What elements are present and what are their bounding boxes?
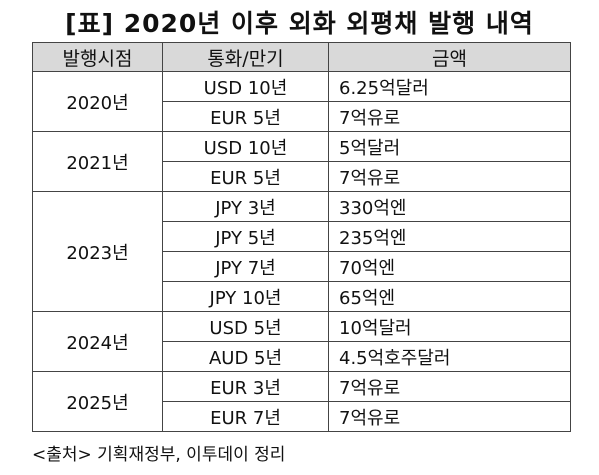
amount-cell: 7억유로 [328, 101, 571, 132]
amount-cell: 235억엔 [328, 221, 571, 252]
amount-cell: 7억유로 [328, 371, 571, 402]
currency-cell: USD 5년 [162, 311, 329, 342]
amount-cell: 10억달러 [328, 311, 571, 342]
table-row: 2024년 USD 5년 10억달러 [32, 311, 571, 372]
currency-cell: JPY 5년 [162, 221, 329, 252]
table-row: 2023년 JPY 3년 330억엔 [32, 191, 571, 312]
amount-cell: 5억달러 [328, 131, 571, 162]
table-row: EUR 7년 7억유로 [33, 401, 571, 432]
year-cell: 2025년 [32, 371, 163, 432]
currency-cell: EUR 7년 [162, 401, 329, 432]
currency-cell: AUD 5년 [162, 341, 329, 372]
amount-cell: 7억유로 [328, 401, 571, 432]
table-row: AUD 5년 4.5억호주달러 [33, 341, 571, 372]
amount-cell: 65억엔 [328, 281, 571, 312]
header-amount: 금액 [328, 42, 571, 72]
amount-cell: 330억엔 [328, 191, 571, 222]
currency-cell: JPY 10년 [162, 281, 329, 312]
year-cell: 2020년 [32, 71, 163, 132]
table-row: 2025년 EUR 3년 7억유로 [32, 371, 571, 432]
currency-cell: JPY 3년 [162, 191, 329, 222]
year-cell: 2024년 [32, 311, 163, 372]
amount-cell: 4.5억호주달러 [328, 341, 571, 372]
header-issue-date: 발행시점 [32, 42, 163, 72]
issuance-table: 발행시점 통화/만기 금액 2020년 USD 10년 6.25억달러 EUR … [32, 42, 571, 432]
currency-cell: USD 10년 [162, 131, 329, 162]
table-row: EUR 5년 7억유로 [33, 101, 571, 132]
currency-cell: EUR 3년 [162, 371, 329, 402]
amount-cell: 70억엔 [328, 251, 571, 282]
year-cell: 2023년 [32, 191, 163, 312]
currency-cell: JPY 7년 [162, 251, 329, 282]
header-row: 발행시점 통화/만기 금액 [32, 42, 571, 72]
table-row: JPY 7년 70억엔 [33, 251, 571, 282]
currency-cell: USD 10년 [162, 71, 329, 102]
year-cell: 2021년 [32, 131, 163, 192]
table-row: 2021년 USD 10년 5억달러 [32, 131, 571, 192]
table-row: EUR 5년 7억유로 [33, 161, 571, 192]
header-currency-maturity: 통화/만기 [162, 42, 329, 72]
table-row: JPY 5년 235억엔 [33, 221, 571, 252]
amount-cell: 7억유로 [328, 161, 571, 192]
amount-cell: 6.25억달러 [328, 71, 571, 102]
source-note: <출처> 기획재정부, 이투데이 정리 [32, 445, 286, 465]
currency-cell: EUR 5년 [162, 101, 329, 132]
currency-cell: EUR 5년 [162, 161, 329, 192]
table-row: JPY 10년 65억엔 [33, 281, 571, 312]
table-title: [표] 2020년 이후 외화 외평채 발행 내역 [65, 9, 534, 38]
table-row: 2020년 USD 10년 6.25억달러 [32, 71, 571, 132]
